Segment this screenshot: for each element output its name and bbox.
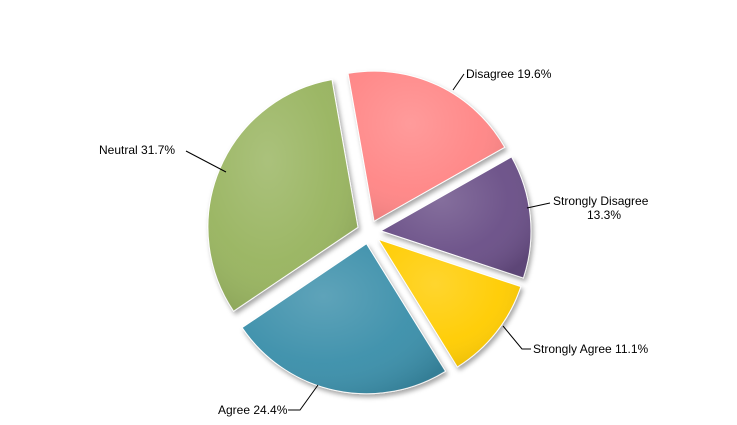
pie-slice-strongly-agree (377, 238, 522, 368)
slice-labels: Disagree 19.6% Strongly Disagree 13.3% S… (99, 67, 649, 417)
label-strongly-disagree-name: Strongly Disagree (553, 194, 649, 208)
label-strongly-agree: Strongly Agree 11.1% (533, 342, 649, 356)
leader-line-disagree (452, 73, 465, 91)
pie-slices (207, 70, 532, 395)
pie-slice-strongly-disagree (379, 156, 532, 279)
label-strongly-disagree-value: 13.3% (587, 208, 621, 222)
pie-slice-sheen-strongly-agree (378, 239, 521, 367)
leader-line-agree (288, 384, 319, 411)
pie-slice-neutral (207, 79, 359, 312)
pie-slice-agree (241, 243, 447, 395)
label-agree: Agree 24.4% (218, 403, 288, 417)
pie-slice-disagree (347, 70, 506, 222)
pie-slice-sheen-agree (242, 243, 446, 394)
pie-slice-sheen-strongly-disagree (380, 156, 531, 278)
leader-line-strongly-disagree (526, 202, 551, 209)
pie-slice-sheen-neutral (207, 79, 358, 312)
label-neutral: Neutral 31.7% (99, 143, 175, 157)
leader-line-neutral (185, 150, 227, 173)
leader-line-strongly-agree (502, 325, 531, 350)
label-disagree: Disagree 19.6% (466, 67, 552, 81)
pie-slice-sheen-disagree (348, 71, 505, 222)
